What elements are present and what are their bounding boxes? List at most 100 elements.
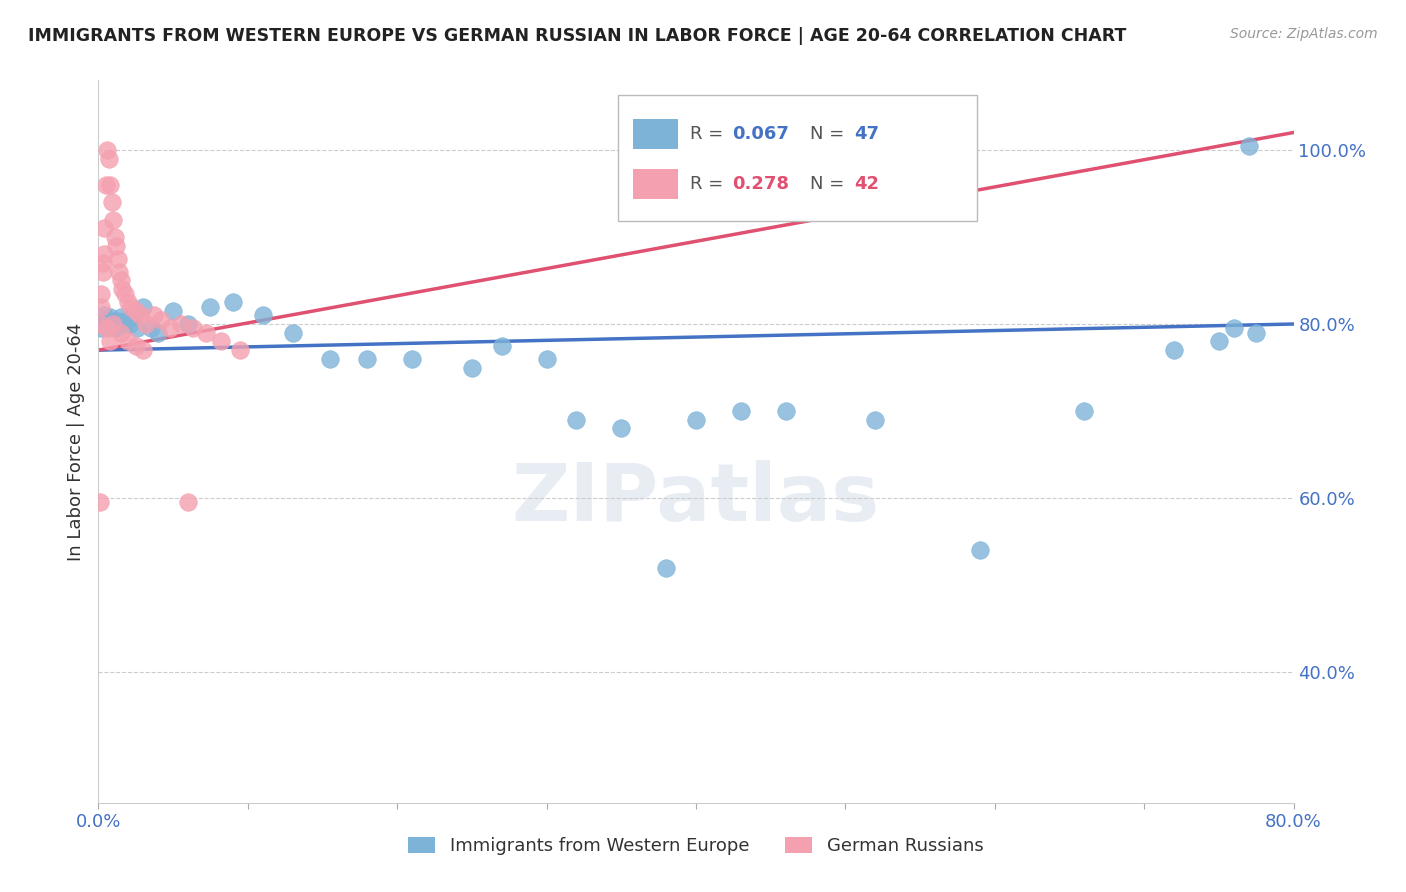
Point <box>129 308 152 322</box>
Point <box>104 317 127 331</box>
Point <box>111 282 134 296</box>
Point <box>125 339 148 353</box>
Point <box>91 265 114 279</box>
Point <box>195 326 218 340</box>
Point <box>565 413 588 427</box>
Text: R =: R = <box>690 125 728 143</box>
Point <box>1223 321 1246 335</box>
Point <box>110 310 132 324</box>
Point <box>655 561 678 575</box>
Point <box>90 321 112 335</box>
Point <box>107 252 129 266</box>
Point <box>90 286 112 301</box>
Point <box>401 351 423 366</box>
Point <box>98 334 122 349</box>
Point <box>96 318 118 333</box>
Point <box>105 238 128 252</box>
Text: N =: N = <box>810 176 849 194</box>
Point <box>103 317 125 331</box>
Text: R =: R = <box>690 176 728 194</box>
Point <box>105 321 128 335</box>
Point <box>252 308 274 322</box>
Point <box>117 295 139 310</box>
Point <box>229 343 252 358</box>
Point <box>93 308 115 322</box>
Point <box>114 286 136 301</box>
Point <box>162 304 184 318</box>
Point <box>94 312 117 326</box>
Point <box>93 247 115 261</box>
Text: Source: ZipAtlas.com: Source: ZipAtlas.com <box>1230 27 1378 41</box>
Point <box>491 339 513 353</box>
Point <box>96 143 118 157</box>
Text: N =: N = <box>810 125 849 143</box>
Point <box>536 351 558 366</box>
Point <box>1237 138 1260 153</box>
Point <box>110 326 132 340</box>
Point <box>865 413 887 427</box>
Point <box>108 265 131 279</box>
FancyBboxPatch shape <box>619 95 977 221</box>
Point <box>94 178 117 192</box>
Point <box>91 256 114 270</box>
Text: 0.067: 0.067 <box>733 125 789 143</box>
Point <box>177 495 200 509</box>
Point <box>139 321 162 335</box>
Point <box>281 326 304 340</box>
Text: 0.278: 0.278 <box>733 176 789 194</box>
Point <box>110 273 132 287</box>
Point <box>93 221 115 235</box>
Point <box>101 195 124 210</box>
Text: 42: 42 <box>853 176 879 194</box>
Point <box>775 404 797 418</box>
Point <box>177 317 200 331</box>
Point <box>1163 343 1185 358</box>
Point <box>103 212 125 227</box>
Point <box>121 308 143 322</box>
Point <box>127 321 149 335</box>
Point <box>730 404 752 418</box>
Point <box>115 312 138 326</box>
Point <box>181 321 204 335</box>
Point <box>135 317 157 331</box>
Point <box>107 314 129 328</box>
Point <box>148 326 170 340</box>
Point <box>142 308 165 322</box>
Point <box>169 317 191 331</box>
Point <box>90 300 112 314</box>
Point <box>103 319 125 334</box>
Point <box>98 178 122 192</box>
Point <box>101 314 124 328</box>
Point <box>461 360 484 375</box>
Point <box>91 317 114 331</box>
Point <box>1208 334 1230 349</box>
Point <box>120 300 142 314</box>
Point <box>118 317 141 331</box>
Text: IMMIGRANTS FROM WESTERN EUROPE VS GERMAN RUSSIAN IN LABOR FORCE | AGE 20-64 CORR: IMMIGRANTS FROM WESTERN EUROPE VS GERMAN… <box>28 27 1126 45</box>
FancyBboxPatch shape <box>633 119 678 149</box>
Point <box>222 295 245 310</box>
Point <box>159 321 181 335</box>
Point <box>89 495 111 509</box>
Text: 47: 47 <box>853 125 879 143</box>
Point <box>150 312 173 326</box>
Point <box>132 343 155 358</box>
Point <box>97 315 120 329</box>
Point <box>1244 326 1267 340</box>
Legend: Immigrants from Western Europe, German Russians: Immigrants from Western Europe, German R… <box>401 830 991 863</box>
Point <box>200 300 222 314</box>
Point <box>125 304 148 318</box>
Point <box>98 310 122 324</box>
Text: ZIPatlas: ZIPatlas <box>512 460 880 539</box>
FancyBboxPatch shape <box>633 169 678 200</box>
Point <box>209 334 232 349</box>
Point <box>356 351 378 366</box>
Point <box>112 317 135 331</box>
Point <box>89 317 111 331</box>
Point <box>610 421 633 435</box>
Point <box>97 152 120 166</box>
Point <box>104 230 127 244</box>
Point <box>1073 404 1095 418</box>
Point <box>96 321 118 335</box>
Point <box>132 300 155 314</box>
